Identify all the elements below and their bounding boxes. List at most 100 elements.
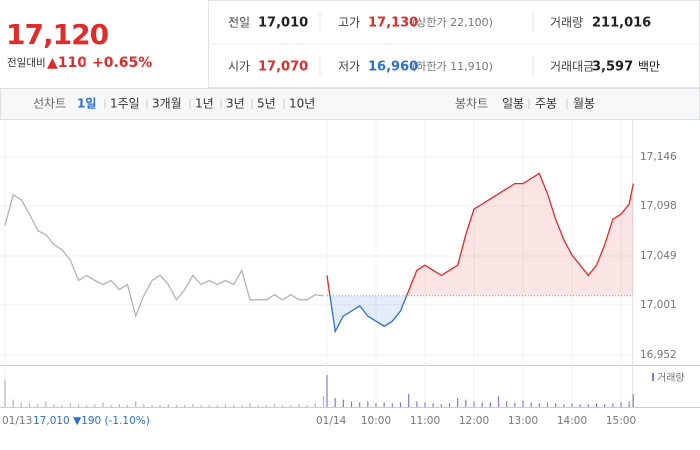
summary-label: 전일 [228, 16, 250, 30]
volume-bar [126, 405, 129, 407]
volume-bar [257, 405, 259, 407]
annotation: 17,010 ▼190 (-1.10%) [33, 415, 150, 427]
volume-bar [184, 405, 186, 407]
volume-bar [4, 379, 6, 407]
y-tick-label: 17,001 [640, 299, 677, 311]
period-tab[interactable]: 3개월 [152, 97, 182, 111]
volume-bar [86, 405, 88, 407]
volume-bar [514, 402, 516, 407]
summary-note: (상한가 22,100) [412, 16, 493, 29]
x-day-label: 01/13 [2, 415, 32, 427]
volume-bar [563, 404, 565, 407]
volume-bar [595, 403, 598, 407]
volume-bar [282, 405, 284, 407]
volume-bar [37, 404, 39, 407]
period-tab[interactable]: 5년 [257, 97, 276, 111]
volume-bar [342, 399, 344, 407]
volume-bar [69, 403, 71, 407]
summary-note: (하한가 11,910) [412, 59, 493, 73]
volume-bar [432, 403, 434, 407]
volume-bar [94, 404, 96, 407]
volume-bar [538, 403, 540, 407]
area-up [327, 173, 634, 296]
summary-label: 시가 [228, 60, 250, 74]
tab-label: 봉차트 [455, 97, 488, 111]
x-day-label: 01/14 [316, 415, 347, 427]
summary-unit: 백만 [638, 60, 660, 74]
volume-bar [77, 404, 80, 407]
volume-bar [334, 397, 336, 407]
volume-bar [587, 404, 589, 407]
summary-value: 211,016 [592, 16, 651, 31]
summary-label: 거래대금 [550, 60, 594, 74]
volume-bar [208, 405, 210, 407]
volume-bar [546, 402, 549, 407]
volume-bar [408, 394, 410, 407]
change-label: 전일대비 [7, 56, 46, 69]
volume-bar [249, 403, 251, 407]
price-line-down [329, 295, 408, 334]
candle-tab[interactable]: 일봉 [502, 97, 524, 111]
volume-bar [167, 404, 169, 407]
volume-bar [233, 405, 235, 407]
volume-bar [143, 404, 145, 407]
change-pct: +0.65% [92, 55, 152, 71]
volume-bar [135, 401, 137, 407]
change: ▲110 [47, 55, 87, 71]
volume-bar [530, 402, 532, 407]
x-tick-label: 13:00 [508, 415, 538, 427]
volume-bar [175, 405, 178, 407]
x-tick-label: 15:00 [606, 415, 636, 427]
volume-bar [359, 402, 361, 407]
volume-bar [306, 405, 308, 407]
volume-bar [497, 396, 500, 407]
summary-label: 저가 [338, 60, 360, 74]
volume-bar [102, 402, 104, 407]
volume-bar [53, 404, 55, 407]
tab-label: 선차트 [33, 97, 66, 111]
period-tab[interactable]: 3년 [226, 97, 245, 111]
price-line-up [326, 172, 634, 296]
volume-bar [555, 403, 557, 407]
volume-bar [224, 404, 227, 407]
period-tab[interactable]: 10년 [289, 97, 315, 111]
candle-tab[interactable]: 월봉 [573, 97, 595, 111]
volume-bar [481, 402, 483, 407]
volume-bar [571, 403, 573, 407]
volume-bar [391, 403, 393, 407]
volume-bar [241, 405, 243, 407]
volume-bar [28, 403, 31, 407]
volume-bar [632, 394, 634, 407]
candle-tab[interactable]: 주봉 [535, 97, 557, 111]
volume-bar [620, 402, 622, 407]
period-tab[interactable]: 1일 [77, 97, 96, 111]
volume-bar [424, 402, 426, 407]
period-tab[interactable]: 1년 [195, 97, 214, 111]
x-tick-label: 12:00 [459, 415, 489, 427]
volume-bar [522, 400, 524, 407]
volume-bar [326, 375, 328, 407]
volume-bar [579, 404, 581, 407]
volume-bar [489, 402, 491, 407]
volume-bar [290, 405, 292, 407]
volume-bar [12, 399, 14, 407]
volume-bar [416, 401, 418, 407]
x-tick-label: 14:00 [557, 415, 587, 427]
x-tick-label: 11:00 [410, 415, 440, 427]
area-down [327, 295, 634, 332]
volume-bar [118, 404, 120, 407]
volume-bar [200, 405, 202, 407]
volume-bar [506, 401, 508, 407]
volume-bar [350, 401, 353, 407]
volume-bar [61, 405, 63, 407]
volume-legend-marker [652, 373, 654, 381]
volume-bar [273, 404, 276, 407]
period-tab[interactable]: 1주일 [110, 97, 140, 111]
y-tick-label: 17,146 [640, 151, 677, 163]
volume-bar [192, 404, 194, 407]
volume-bar [314, 403, 316, 407]
volume-bar [265, 405, 267, 407]
volume-bar [473, 401, 475, 407]
summary-value: 3,597 [592, 60, 633, 75]
